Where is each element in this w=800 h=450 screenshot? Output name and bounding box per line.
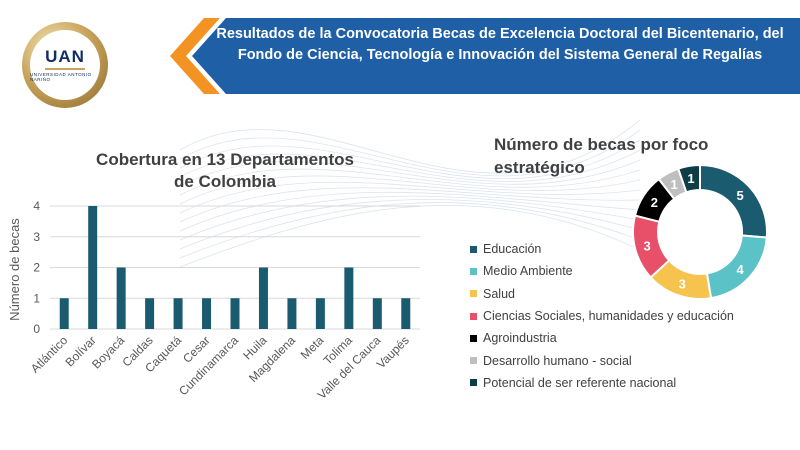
legend-item: Ciencias Sociales, humanidades y educaci… — [470, 305, 734, 327]
legend-item: Potencial de ser referente nacional — [470, 372, 734, 394]
x-tick-label: Atlántico — [28, 333, 71, 376]
bar — [59, 298, 69, 329]
legend-label: Agroindustria — [483, 331, 557, 346]
legend-label: Medio Ambiente — [483, 264, 573, 279]
y-tick-label: 2 — [33, 261, 40, 275]
university-logo: UAN UNIVERSIDAD ANTONIO NARIÑO — [22, 22, 108, 108]
slice-data-label: 4 — [736, 262, 744, 277]
bar — [401, 298, 411, 329]
legend-swatch — [470, 334, 477, 342]
legend-label: Salud — [483, 286, 515, 301]
logo-text: UAN — [45, 47, 85, 66]
bar-chart-title: Cobertura en 13 Departamentos de Colombia — [96, 150, 354, 191]
slice-data-label: 1 — [670, 177, 677, 192]
header-shape — [170, 18, 800, 94]
legend-swatch — [470, 379, 477, 387]
bar — [230, 298, 240, 329]
header-banner: Resultados de la Convocatoria Becas de E… — [170, 18, 800, 94]
legend-item: Desarrollo humano - social — [470, 349, 734, 371]
legend-item: Salud — [470, 283, 734, 305]
slice-data-label: 3 — [644, 238, 651, 253]
bar — [344, 267, 354, 329]
logo-divider — [45, 68, 85, 70]
bar — [173, 298, 183, 329]
slice-data-label: 2 — [651, 195, 658, 210]
y-axis-label: Número de becas — [7, 218, 22, 321]
legend-swatch — [470, 290, 477, 298]
donut-chart-title: Número de becas por foco estratégico — [494, 135, 709, 177]
legend-swatch — [470, 357, 477, 365]
donut-slice — [699, 163, 768, 239]
donut-slice — [676, 163, 701, 194]
legend-item: Educación — [470, 238, 734, 260]
bar — [88, 206, 98, 329]
bar — [202, 298, 212, 329]
donut-legend: Educación Medio Ambiente Salud Ciencias Soc… — [470, 238, 734, 394]
bar — [372, 298, 382, 329]
bar — [116, 267, 126, 329]
legend-item: Agroindustria — [470, 327, 734, 349]
slice-data-label: 3 — [679, 277, 686, 292]
legend-label: Potencial de ser referente nacional — [483, 375, 677, 390]
x-tick-label: Boyacá — [89, 333, 127, 371]
bar — [287, 298, 297, 329]
legend-item: Medio Ambiente — [470, 260, 734, 282]
legend-label: Ciencias Sociales, humanidades y educaci… — [483, 309, 734, 324]
bar — [145, 298, 155, 329]
bar-chart: Cobertura en 13 Departamentos de Colombia… — [7, 150, 420, 402]
y-tick-label: 3 — [33, 230, 40, 244]
slice-data-label: 5 — [736, 188, 743, 203]
legend-label: Desarrollo humano - social — [483, 353, 632, 368]
legend-label: Educación — [483, 242, 542, 257]
slice-data-label: 1 — [687, 171, 694, 186]
bar — [258, 267, 268, 329]
legend-swatch — [470, 267, 477, 275]
bar — [315, 298, 325, 329]
header-title: Resultados de la Convocatoria Becas de E… — [216, 26, 784, 63]
legend-swatch — [470, 245, 477, 253]
legend-swatch — [470, 312, 477, 320]
y-tick-label: 4 — [33, 199, 40, 213]
y-tick-label: 1 — [33, 291, 40, 305]
logo-subtext: UNIVERSIDAD ANTONIO NARIÑO — [30, 72, 92, 82]
x-tick-label: Vaupés — [374, 333, 412, 371]
y-tick-label: 0 — [33, 322, 40, 336]
